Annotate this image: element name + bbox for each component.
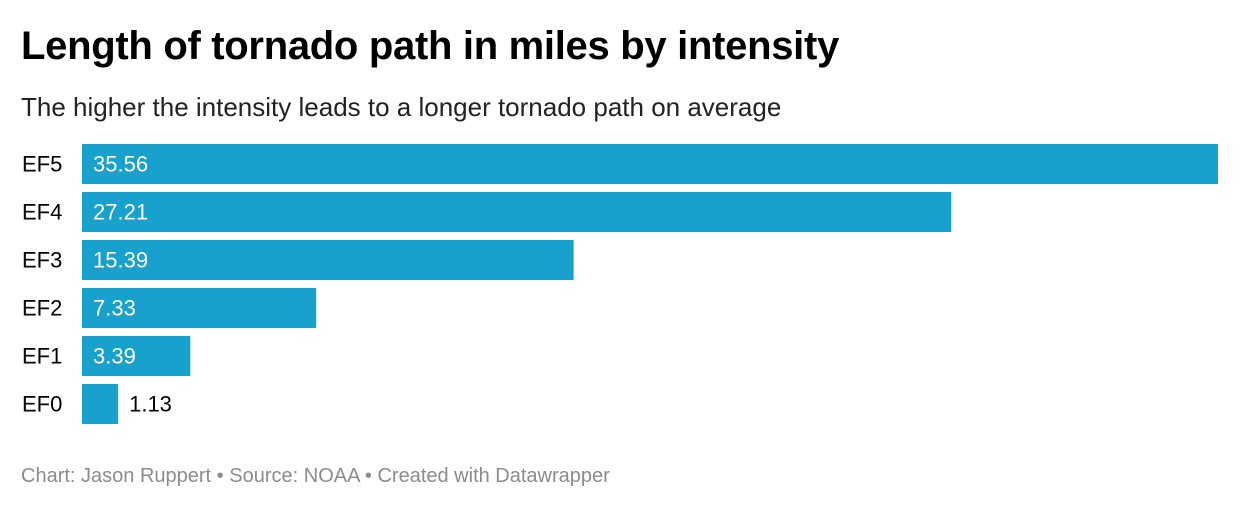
category-label-ef2: EF2: [22, 296, 62, 321]
footer-separator-2: •: [364, 465, 372, 487]
value-label-ef4: 27.21: [93, 200, 148, 225]
bar-ef2[interactable]: [82, 288, 317, 328]
chart-title: Length of tornado path in miles by inten…: [21, 24, 839, 68]
source-name[interactable]: NOAA: [303, 465, 360, 487]
category-label-ef5: EF5: [22, 152, 62, 177]
bar-ef4[interactable]: [82, 192, 952, 232]
created-with-link[interactable]: Created with Datawrapper: [377, 465, 610, 487]
bar-ef0[interactable]: [82, 384, 119, 424]
bar-ef3[interactable]: [82, 240, 574, 280]
category-label-ef4: EF4: [22, 200, 62, 225]
value-label-ef3: 15.39: [93, 248, 148, 273]
chart-subtitle: The higher the intensity leads to a long…: [21, 92, 782, 122]
footer-separator-1: •: [216, 465, 224, 487]
chart-footer: Chart: Jason Ruppert • Source: NOAA • Cr…: [21, 463, 610, 489]
byline-label: Chart:: [21, 465, 76, 487]
value-label-ef0: 1.13: [129, 392, 172, 417]
category-label-ef3: EF3: [22, 248, 62, 273]
value-label-ef1: 3.39: [93, 344, 136, 369]
bar-ef1[interactable]: [82, 336, 191, 376]
bar-ef5[interactable]: [82, 144, 1218, 184]
value-label-ef5: 35.56: [93, 152, 148, 177]
category-label-ef1: EF1: [22, 344, 62, 369]
value-label-ef2: 7.33: [93, 296, 136, 321]
category-label-ef0: EF0: [22, 392, 62, 417]
byline-author[interactable]: Jason Ruppert: [81, 465, 212, 487]
source-label: Source:: [229, 465, 299, 487]
